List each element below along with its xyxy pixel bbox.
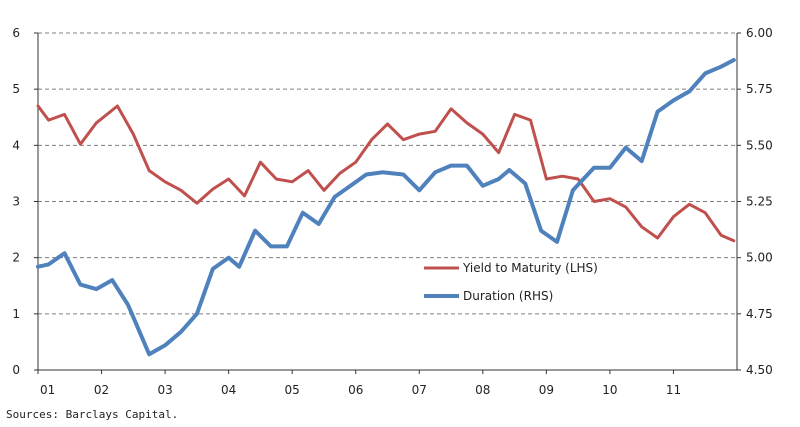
legend-label-2: Duration (RHS) [463, 289, 553, 303]
x-axis-ticks: 01 02 03 04 05 06 07 08 09 10 11 [37, 370, 681, 397]
x-tick-label: 01 [40, 383, 55, 397]
left-y-axis-ticks: 0 1 2 3 4 5 6 [12, 26, 38, 377]
right-tick-label: 5.25 [746, 195, 773, 209]
source-note: Sources: Barclays Capital. [6, 408, 179, 421]
left-tick-label: 6 [12, 26, 20, 40]
x-tick-label: 03 [157, 383, 172, 397]
x-tick-label: 05 [285, 383, 300, 397]
x-tick-label: 09 [539, 383, 554, 397]
x-tick-label: 11 [666, 383, 681, 397]
left-tick-label: 1 [12, 307, 20, 321]
x-tick-label: 06 [348, 383, 363, 397]
x-tick-label: 08 [475, 383, 490, 397]
series-lines [36, 58, 736, 357]
right-tick-label: 5.50 [746, 138, 773, 152]
left-tick-label: 3 [12, 195, 20, 209]
x-tick-label: 02 [94, 383, 109, 397]
x-tick-label: 07 [412, 383, 427, 397]
right-tick-label: 6.00 [746, 26, 773, 40]
right-tick-label: 5.75 [746, 82, 773, 96]
right-y-axis-ticks: 4.50 4.75 5.00 5.25 5.50 5.75 6.00 [737, 26, 773, 377]
x-tick-label: 10 [602, 383, 617, 397]
right-tick-label: 4.50 [746, 363, 773, 377]
axes [37, 33, 738, 371]
legend: Yield to Maturity (LHS) Duration (RHS) [424, 261, 598, 303]
right-tick-label: 5.00 [746, 251, 773, 265]
series-line-2 [36, 58, 736, 357]
left-tick-label: 0 [12, 363, 20, 377]
left-tick-label: 4 [12, 138, 20, 152]
x-tick-label: 04 [221, 383, 236, 397]
series-line-1 [36, 104, 736, 243]
left-tick-label: 2 [12, 251, 20, 265]
gridlines [38, 32, 737, 315]
left-tick-label: 5 [12, 82, 20, 96]
legend-label-1: Yield to Maturity (LHS) [462, 261, 598, 275]
right-tick-label: 4.75 [746, 307, 773, 321]
